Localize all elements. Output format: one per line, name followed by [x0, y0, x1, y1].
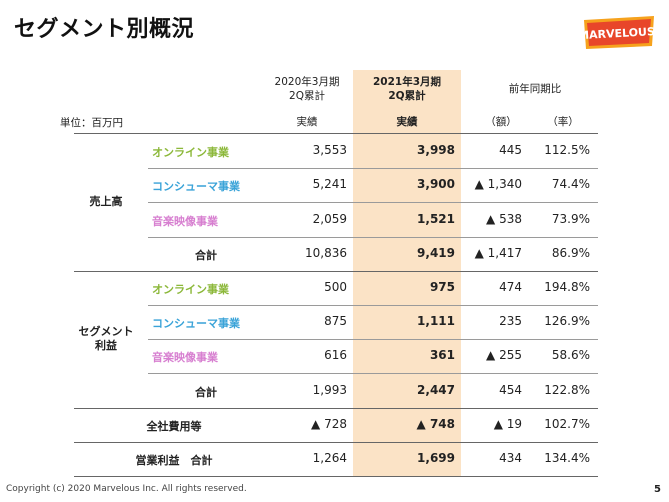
cell-prev: 5,241: [312, 177, 347, 192]
cell-rate: 112.5%: [544, 143, 590, 158]
cell-amount: 454: [499, 382, 522, 397]
header-prev-period: 2020年3月期 2Q累計: [274, 76, 340, 102]
row-divider: [74, 407, 598, 409]
cell-amount: ▲ 19: [493, 416, 522, 431]
page-number: 5: [654, 484, 661, 495]
logo-graphic: MARVELOUS!: [580, 16, 658, 49]
cell-amount: 235: [499, 314, 522, 329]
marvelous-logo: MARVELOUS!: [580, 12, 658, 52]
cell-curr: 3,900: [417, 177, 455, 192]
group-label-line: 利益: [95, 339, 117, 353]
cell-curr: 1,521: [417, 211, 455, 226]
row-segment-label: コンシューマ事業: [152, 317, 240, 331]
cell-rate: 73.9%: [551, 211, 590, 226]
row-divider: [148, 168, 598, 170]
cell-amount: 434: [499, 450, 522, 465]
cell-rate: 58.6%: [551, 348, 590, 363]
cell-prev: 875: [324, 314, 347, 329]
cell-prev: 500: [324, 279, 347, 294]
row-segment-label: オンライン事業: [152, 282, 229, 296]
header-rate: （率）: [547, 116, 579, 128]
header-divider: [74, 133, 598, 134]
cell-prev: 1,264: [312, 450, 347, 465]
cell-prev: 2,059: [312, 211, 347, 226]
cell-prev: 10,836: [305, 245, 347, 260]
cell-rate: 126.9%: [544, 314, 590, 329]
row-divider: [148, 202, 598, 204]
cell-rate: 86.9%: [551, 245, 590, 260]
cell-rate: 74.4%: [551, 177, 590, 192]
cell-rate: 122.8%: [544, 382, 590, 397]
row-divider: [148, 373, 598, 375]
cell-rate: 194.8%: [544, 279, 590, 294]
cell-curr: 3,998: [417, 143, 455, 158]
cell-amount: ▲ 255: [486, 348, 522, 363]
row-total-label: 合計: [195, 248, 217, 262]
group-label: セグメント 利益: [74, 325, 138, 353]
cell-curr: 9,419: [417, 245, 455, 260]
row-standalone-label: 全社費用等: [146, 419, 202, 433]
row-segment-label: オンライン事業: [152, 146, 229, 160]
cell-amount: ▲ 1,417: [474, 245, 522, 260]
cell-rate: 134.4%: [544, 450, 590, 465]
cell-curr: 1,699: [417, 450, 455, 465]
row-divider: [148, 339, 598, 341]
page-title: セグメント別概況: [14, 17, 195, 42]
current-period-highlight: [353, 70, 461, 476]
cell-prev: 1,993: [312, 382, 347, 397]
group-label-line: 売上高: [89, 195, 123, 209]
row-total-label: 合計: [195, 385, 217, 399]
row-divider: [148, 236, 598, 238]
header-amount: （額）: [485, 116, 517, 128]
cell-curr: 361: [429, 348, 455, 363]
header-yoy: 前年同期比: [508, 83, 562, 95]
row-divider: [148, 305, 598, 306]
copyright-footer: Copyright (c) 2020 Marvelous Inc. All ri…: [6, 484, 247, 494]
header-actual-prev: 実績: [296, 116, 318, 128]
cell-amount: 474: [499, 279, 522, 294]
row-divider: [74, 441, 598, 443]
group-label: 売上高: [74, 195, 138, 209]
cell-rate: 102.7%: [544, 416, 590, 431]
cell-prev: 3,553: [312, 143, 347, 158]
cell-curr: 975: [429, 279, 455, 294]
cell-curr: 1,111: [417, 314, 455, 329]
cell-curr: 2,447: [417, 382, 455, 397]
group-label-line: セグメント: [78, 325, 134, 339]
cell-amount: ▲ 538: [486, 211, 522, 226]
cell-prev: 616: [324, 348, 347, 363]
cell-amount: ▲ 1,340: [474, 177, 522, 192]
row-segment-label: 音楽映像事業: [152, 214, 218, 228]
cell-curr: ▲ 748: [416, 416, 455, 431]
header-actual-curr: 実績: [396, 116, 418, 128]
cell-amount: 445: [499, 143, 522, 158]
unit-label: 単位：百万円: [60, 117, 123, 129]
row-divider: [74, 270, 598, 272]
row-divider: [74, 476, 598, 477]
row-standalone-label: 営業利益 合計: [135, 453, 213, 467]
cell-prev: ▲ 728: [311, 416, 347, 431]
svg-text:MARVELOUS!: MARVELOUS!: [580, 25, 658, 42]
row-segment-label: コンシューマ事業: [152, 180, 240, 194]
header-curr-period: 2021年3月期 2Q累計: [372, 76, 442, 102]
row-segment-label: 音楽映像事業: [152, 351, 218, 365]
